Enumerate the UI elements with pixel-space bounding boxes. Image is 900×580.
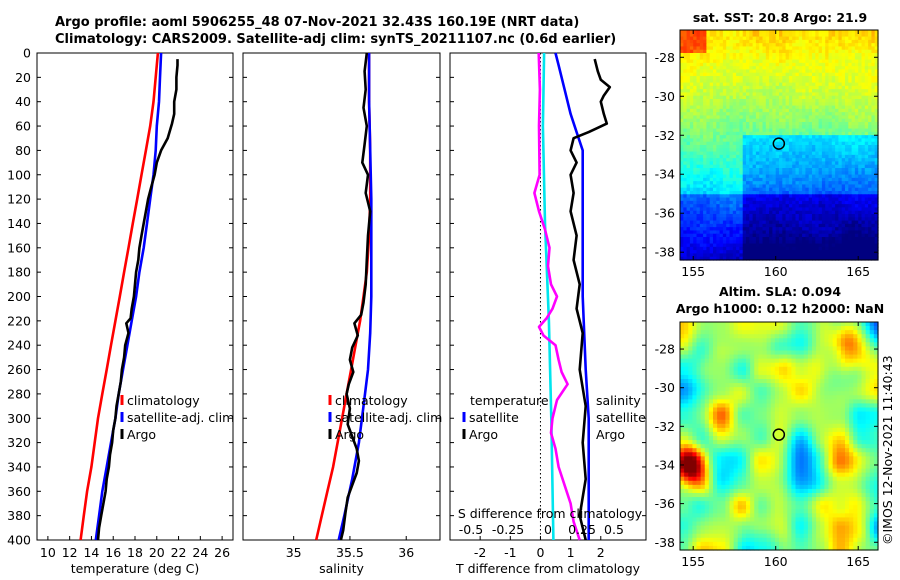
map-x-tick-label-sst_map-1: 160 bbox=[764, 264, 788, 279]
map-y-tick-label-sla_map-0: -28 bbox=[655, 342, 675, 357]
y-tick-label-3: 60 bbox=[15, 119, 31, 134]
map-x-tick-label-sst_map-2: 165 bbox=[846, 264, 870, 279]
y-tick-label-1: 20 bbox=[15, 70, 31, 85]
x-axis-label-differences: T difference from climatology bbox=[455, 561, 641, 576]
map-raster-sst_map bbox=[680, 30, 879, 261]
map-x-tick-label-sst_map-0: 155 bbox=[681, 264, 705, 279]
x-tick-label-temperature-4: 18 bbox=[127, 545, 143, 560]
x-tick-label-differences-2: 0 bbox=[536, 545, 544, 560]
map-y-tick-label-sst_map-4: -36 bbox=[655, 206, 675, 221]
map-y-tick-label-sla_map-3: -34 bbox=[655, 457, 675, 472]
y-tick-label-5: 100 bbox=[7, 167, 31, 182]
map-x-tick-label-sla_map-0: 155 bbox=[681, 554, 705, 569]
y-tick-label-19: 380 bbox=[7, 508, 31, 523]
sla-map-title-line1: Altim. SLA: 0.094 bbox=[718, 284, 842, 299]
y-tick-label-12: 240 bbox=[7, 338, 31, 353]
x-tick-label-temperature-8: 26 bbox=[214, 545, 230, 560]
map-y-tick-label-sst_map-2: -32 bbox=[655, 128, 675, 143]
series-line-differences-3 bbox=[533, 52, 581, 541]
map-y-tick-label-sst_map-3: -34 bbox=[655, 167, 675, 182]
legend-label-salinity-1: satellite-adj. clim bbox=[335, 410, 442, 425]
top-tick-label-sdiff-0: -0.5 bbox=[459, 522, 483, 537]
x-axis-label-temperature: temperature (deg C) bbox=[71, 561, 200, 576]
legend-label-temperature-0: satellite bbox=[469, 410, 519, 425]
argo-position-marker-sst_map bbox=[772, 137, 786, 150]
y-tick-label-15: 300 bbox=[7, 411, 31, 426]
legend-label-temperature-1: satellite-adj. clim bbox=[127, 410, 234, 425]
x-tick-label-temperature-3: 16 bbox=[105, 545, 121, 560]
legend-label-salinity-2: Argo bbox=[335, 427, 364, 442]
y-tick-label-13: 260 bbox=[7, 362, 31, 377]
x-tick-label-temperature-1: 12 bbox=[62, 545, 78, 560]
x-tick-label-salinity-2: 36 bbox=[398, 545, 414, 560]
x-tick-label-differences-1: -1 bbox=[504, 545, 516, 560]
y-tick-label-7: 140 bbox=[7, 216, 31, 231]
map-y-tick-label-sst_map-5: -38 bbox=[655, 245, 675, 260]
legend-label-salinity-0: climatology bbox=[335, 393, 408, 408]
legend-title-salinity: salinity bbox=[596, 393, 641, 408]
legend-label-temperature-0: climatology bbox=[127, 393, 200, 408]
map-x-tick-label-sla_map-2: 165 bbox=[846, 554, 870, 569]
map-x-tick-label-sla_map-1: 160 bbox=[764, 554, 788, 569]
series-line-differences-0 bbox=[554, 52, 591, 540]
y-tick-label-17: 340 bbox=[7, 459, 31, 474]
x-tick-label-temperature-2: 14 bbox=[83, 545, 99, 560]
series-line-salinity-2 bbox=[339, 52, 372, 541]
series-line-temperature-2 bbox=[96, 59, 179, 541]
argo-position-marker-sla_map bbox=[772, 428, 786, 441]
map-y-tick-label-sla_map-2: -32 bbox=[655, 419, 675, 434]
x-tick-label-differences-3: 1 bbox=[567, 545, 575, 560]
legend-title-temperature: temperature bbox=[470, 393, 549, 408]
map-y-tick-label-sst_map-1: -30 bbox=[655, 89, 675, 104]
map-frame-sla_map bbox=[679, 321, 879, 551]
x-tick-label-temperature-0: 10 bbox=[40, 545, 56, 560]
x-tick-label-temperature-6: 22 bbox=[171, 545, 187, 560]
x-tick-label-temperature-7: 24 bbox=[192, 545, 208, 560]
map-frame-sst_map bbox=[679, 29, 879, 261]
y-tick-label-18: 360 bbox=[7, 484, 31, 499]
y-tick-label-0: 0 bbox=[23, 46, 31, 61]
map-y-tick-label-sla_map-5: -38 bbox=[655, 535, 675, 550]
y-tick-label-8: 160 bbox=[7, 240, 31, 255]
map-raster-sla_map bbox=[680, 322, 879, 551]
series-line-temperature-0 bbox=[79, 52, 160, 541]
y-tick-label-9: 180 bbox=[7, 265, 31, 280]
y-tick-label-11: 220 bbox=[7, 313, 31, 328]
sst-map-title: sat. SST: 20.8 Argo: 21.9 bbox=[692, 10, 868, 25]
x-axis-label-salinity: salinity bbox=[319, 561, 364, 576]
top-tick-label-sdiff-4: 0.5 bbox=[604, 522, 624, 537]
y-tick-label-6: 120 bbox=[7, 192, 31, 207]
map-y-tick-label-sst_map-0: -28 bbox=[655, 50, 675, 65]
y-tick-label-2: 40 bbox=[15, 94, 31, 109]
y-tick-label-16: 320 bbox=[7, 435, 31, 450]
axes-frame-salinity bbox=[242, 52, 441, 541]
figure-title-line2: Climatology: CARS2009. Satellite-adj cli… bbox=[55, 32, 617, 47]
y-tick-label-20: 400 bbox=[7, 533, 31, 548]
y-tick-label-10: 200 bbox=[7, 289, 31, 304]
legend-label-salinity-1: Argo bbox=[596, 427, 625, 442]
top-tick-label-sdiff-2: 0 bbox=[544, 522, 552, 537]
legend-label-salinity-0: satellite bbox=[596, 410, 646, 425]
top-tick-label-sdiff-3: 0.25 bbox=[568, 522, 596, 537]
y-tick-label-4: 80 bbox=[15, 143, 31, 158]
figure-title-line1: Argo profile: aoml 5906255_48 07-Nov-202… bbox=[55, 15, 580, 30]
legend-label-temperature-2: Argo bbox=[127, 427, 156, 442]
x-tick-label-differences-0: -2 bbox=[474, 545, 486, 560]
series-line-salinity-1 bbox=[337, 53, 373, 541]
series-line-differences-1 bbox=[569, 58, 612, 541]
top-tick-label-sdiff-1: -0.25 bbox=[492, 522, 524, 537]
map-y-tick-label-sla_map-4: -36 bbox=[655, 496, 675, 511]
top-axis-label-sdiff: S difference from climatology bbox=[458, 506, 643, 521]
x-tick-label-salinity-0: 35 bbox=[286, 545, 302, 560]
x-tick-label-differences-4: 2 bbox=[597, 545, 605, 560]
legend-label-temperature-1: Argo bbox=[469, 427, 498, 442]
map-y-tick-label-sla_map-1: -30 bbox=[655, 380, 675, 395]
sla-map-title-line2: Argo h1000: 0.12 h2000: NaN bbox=[675, 301, 885, 316]
y-tick-label-14: 280 bbox=[7, 386, 31, 401]
x-tick-label-temperature-5: 20 bbox=[149, 545, 165, 560]
x-tick-label-salinity-1: 35.5 bbox=[336, 545, 364, 560]
series-line-temperature-1 bbox=[94, 52, 163, 541]
